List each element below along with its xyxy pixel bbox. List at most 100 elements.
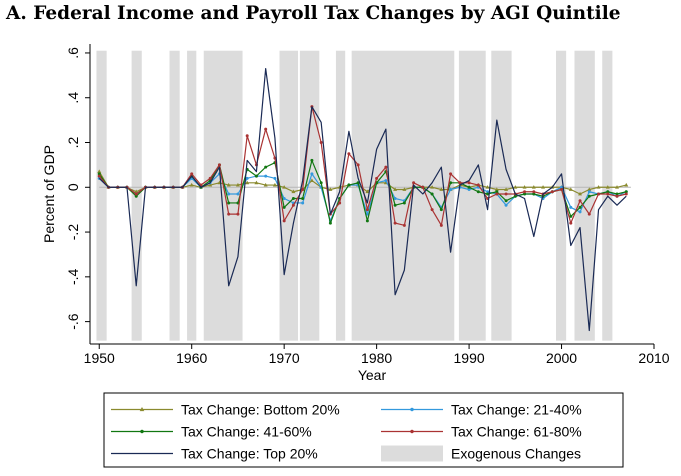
x-tick-label: 1970 <box>269 350 300 366</box>
data-point <box>282 219 286 223</box>
data-point <box>301 196 305 200</box>
legend: Tax Change: Bottom 20% Tax Change: 21-40%… <box>103 392 624 468</box>
data-point <box>523 192 527 196</box>
series-tax-change-top-20 <box>98 68 627 332</box>
y-tick-label: -.2 <box>65 224 81 241</box>
data-point <box>310 158 314 162</box>
series-line-tax-change-61-80 <box>98 106 627 226</box>
data-point <box>467 188 471 192</box>
y-tick-label: 0 <box>65 183 81 191</box>
data-point <box>569 221 573 225</box>
legend-item-tax-change-61-80: Tax Change: 61-80% <box>381 424 582 440</box>
data-point <box>301 188 305 192</box>
x-tick-label: 2000 <box>546 350 577 366</box>
data-point <box>606 192 610 196</box>
data-point <box>449 188 453 192</box>
data-point <box>532 190 536 194</box>
legend-item-tax-change-21-40: Tax Change: 21-40% <box>381 402 582 418</box>
exogenous-band-8 <box>351 50 455 341</box>
data-point <box>476 190 480 194</box>
data-point <box>504 192 508 196</box>
data-point <box>254 180 259 185</box>
x-tick-label: 1950 <box>84 350 115 366</box>
data-point <box>264 174 268 178</box>
legend-label: Tax Change: Bottom 20% <box>181 402 340 418</box>
y-tick-label: .6 <box>65 47 81 59</box>
data-point <box>365 212 369 216</box>
data-point <box>309 178 314 182</box>
data-point <box>467 185 471 189</box>
data-point <box>384 179 388 183</box>
data-point <box>504 199 508 203</box>
data-point <box>476 183 480 187</box>
axes: -.6 -.4 -.2 0 .2 .4 .6 1950 1960 1970 1980 1990 2000… <box>41 44 670 383</box>
data-point <box>291 196 295 200</box>
data-point <box>291 203 295 207</box>
x-tick-label: 1960 <box>176 350 207 366</box>
data-point <box>569 205 573 209</box>
data-point <box>134 194 138 198</box>
data-point <box>624 190 628 194</box>
data-point <box>291 189 296 194</box>
data-point <box>235 182 240 187</box>
data-point <box>236 212 240 216</box>
data-point <box>227 201 231 205</box>
data-point <box>485 185 490 189</box>
data-point <box>272 182 277 187</box>
data-point <box>282 185 287 189</box>
data-point <box>486 190 490 194</box>
data-point <box>365 219 369 223</box>
data-point <box>393 221 397 225</box>
data-point <box>430 185 435 189</box>
data-point <box>541 185 546 189</box>
data-point <box>134 189 139 194</box>
legend-label: Tax Change: Top 20% <box>181 446 318 462</box>
data-point <box>227 212 231 216</box>
data-point <box>245 180 250 185</box>
data-point <box>190 172 194 176</box>
legend-label: Exogenous Changes <box>451 446 581 462</box>
data-point <box>550 190 554 194</box>
y-tick-label: .2 <box>65 136 81 148</box>
data-point <box>596 185 601 189</box>
x-tick-label: 1990 <box>454 350 485 366</box>
x-tick-label: 2010 <box>638 350 669 366</box>
data-point <box>254 174 258 178</box>
data-point <box>624 192 628 196</box>
data-point <box>560 185 564 189</box>
data-point <box>449 172 453 176</box>
legend-box <box>103 392 624 468</box>
data-point <box>439 223 443 227</box>
data-point <box>597 192 601 196</box>
legend-item-tax-change-bottom-20: Tax Change: Bottom 20% <box>111 402 340 418</box>
exogenous-band-2 <box>169 50 180 341</box>
data-point <box>245 134 249 138</box>
y-tick-label: .4 <box>65 92 81 104</box>
data-point <box>347 152 351 156</box>
data-point <box>365 189 370 194</box>
data-point <box>624 182 629 187</box>
data-point <box>338 201 342 205</box>
exogenous-band-12 <box>574 50 595 341</box>
legend-swatch <box>381 445 443 462</box>
data-point <box>217 163 221 167</box>
data-point <box>439 187 444 191</box>
data-point <box>578 191 583 196</box>
legend-marker <box>139 407 145 412</box>
data-point <box>402 201 406 205</box>
data-point <box>578 199 582 203</box>
data-point <box>97 172 101 176</box>
data-point <box>449 181 453 185</box>
data-point <box>560 188 564 192</box>
data-point <box>319 141 323 145</box>
data-point <box>568 187 573 191</box>
data-point <box>467 181 471 185</box>
data-point <box>587 194 591 198</box>
data-point <box>615 192 619 196</box>
data-point <box>495 192 499 196</box>
data-point <box>282 205 286 209</box>
legend-marker <box>410 429 414 434</box>
data-point <box>375 176 379 180</box>
data-point <box>347 183 351 187</box>
data-point <box>393 187 398 191</box>
